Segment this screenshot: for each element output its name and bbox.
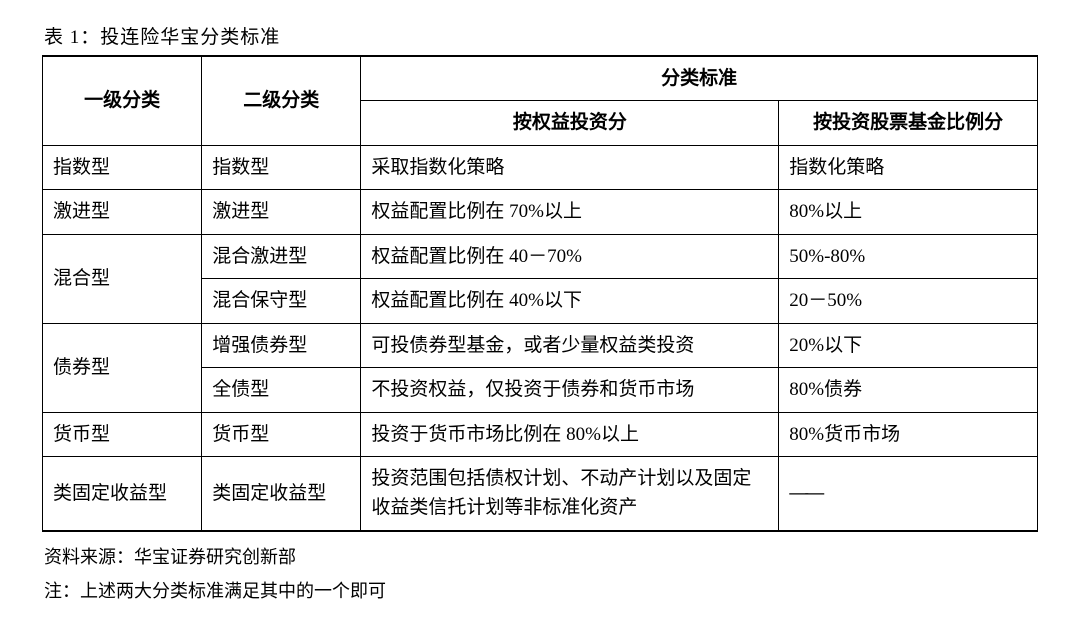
cell-l2: 增强债券型 bbox=[202, 323, 361, 367]
table-row: 指数型 指数型 采取指数化策略 指数化策略 bbox=[43, 145, 1038, 189]
cell-l2: 类固定收益型 bbox=[202, 456, 361, 530]
cell-l2: 指数型 bbox=[202, 145, 361, 189]
th-criteria: 分类标准 bbox=[361, 56, 1038, 101]
table-row: 债券型 增强债券型 可投债券型基金，或者少量权益类投资 20%以下 bbox=[43, 323, 1038, 367]
cell-l1: 混合型 bbox=[43, 234, 202, 323]
th-level1: 一级分类 bbox=[43, 56, 202, 145]
cell-equity: 不投资权益，仅投资于债券和货币市场 bbox=[361, 368, 779, 412]
footnote: 注：上述两大分类标准满足其中的一个即可 bbox=[44, 574, 1038, 608]
cell-equity: 投资范围包括债权计划、不动产计划以及固定收益类信托计划等非标准化资产 bbox=[361, 456, 779, 530]
cell-fund: 80%货币市场 bbox=[779, 412, 1038, 456]
cell-fund: 20－50% bbox=[779, 279, 1038, 323]
cell-l2: 货币型 bbox=[202, 412, 361, 456]
table-row: 类固定收益型 类固定收益型 投资范围包括债权计划、不动产计划以及固定收益类信托计… bbox=[43, 456, 1038, 530]
cell-l1: 类固定收益型 bbox=[43, 456, 202, 530]
th-by-equity: 按权益投资分 bbox=[361, 101, 779, 145]
cell-fund: —— bbox=[779, 456, 1038, 530]
cell-equity: 权益配置比例在 70%以上 bbox=[361, 190, 779, 234]
cell-l1: 债券型 bbox=[43, 323, 202, 412]
cell-fund: 50%-80% bbox=[779, 234, 1038, 278]
classification-table: 一级分类 二级分类 分类标准 按权益投资分 按投资股票基金比例分 指数型 指数型… bbox=[42, 55, 1038, 532]
table-caption: 表 1：投连险华宝分类标准 bbox=[44, 22, 1038, 49]
th-by-fund-ratio: 按投资股票基金比例分 bbox=[779, 101, 1038, 145]
cell-l1: 激进型 bbox=[43, 190, 202, 234]
cell-l1: 指数型 bbox=[43, 145, 202, 189]
cell-l2: 混合激进型 bbox=[202, 234, 361, 278]
cell-l2: 全债型 bbox=[202, 368, 361, 412]
source-note: 资料来源：华宝证券研究创新部 bbox=[44, 540, 1038, 574]
cell-fund: 20%以下 bbox=[779, 323, 1038, 367]
table-row: 货币型 货币型 投资于货币市场比例在 80%以上 80%货币市场 bbox=[43, 412, 1038, 456]
cell-fund: 80%债券 bbox=[779, 368, 1038, 412]
th-level2: 二级分类 bbox=[202, 56, 361, 145]
cell-equity: 权益配置比例在 40－70% bbox=[361, 234, 779, 278]
cell-equity: 投资于货币市场比例在 80%以上 bbox=[361, 412, 779, 456]
table-row: 混合型 混合激进型 权益配置比例在 40－70% 50%-80% bbox=[43, 234, 1038, 278]
cell-l1: 货币型 bbox=[43, 412, 202, 456]
cell-l2: 混合保守型 bbox=[202, 279, 361, 323]
cell-fund: 80%以上 bbox=[779, 190, 1038, 234]
cell-equity: 可投债券型基金，或者少量权益类投资 bbox=[361, 323, 779, 367]
cell-equity: 采取指数化策略 bbox=[361, 145, 779, 189]
cell-fund: 指数化策略 bbox=[779, 145, 1038, 189]
table-row: 激进型 激进型 权益配置比例在 70%以上 80%以上 bbox=[43, 190, 1038, 234]
cell-equity: 权益配置比例在 40%以下 bbox=[361, 279, 779, 323]
cell-l2: 激进型 bbox=[202, 190, 361, 234]
